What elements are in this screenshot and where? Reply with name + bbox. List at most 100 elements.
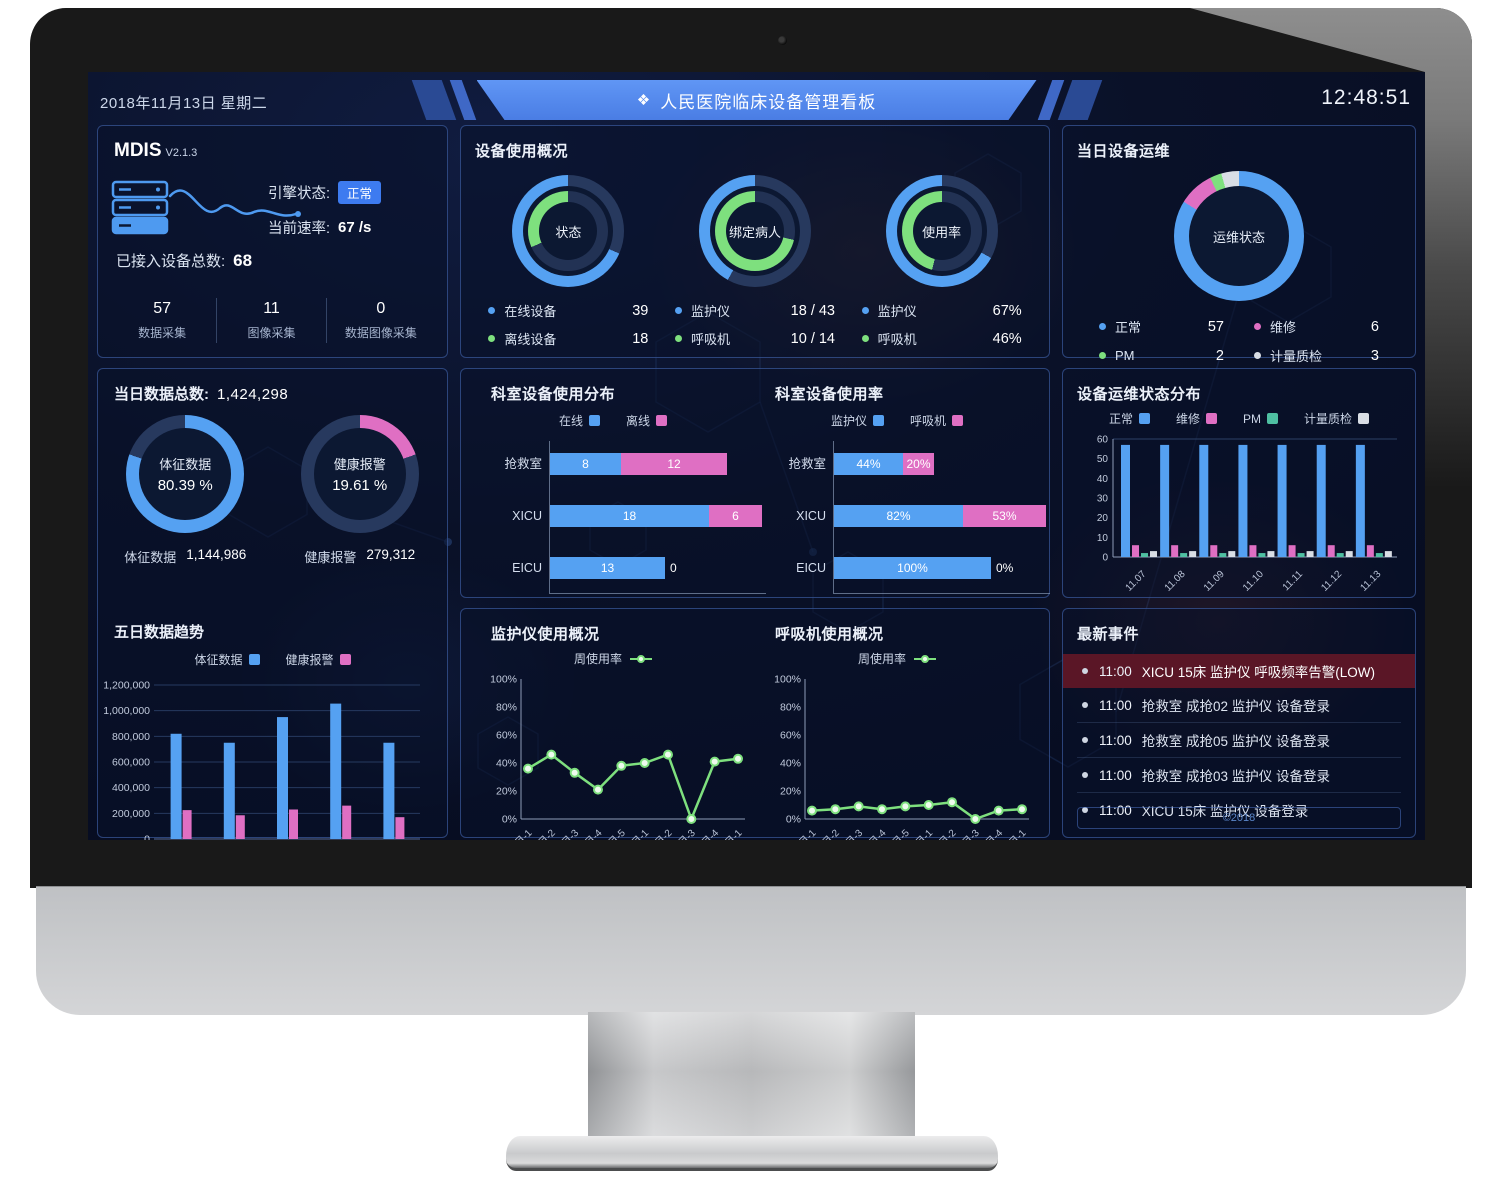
event-time: 11:00 [1099, 732, 1132, 748]
x-tick-label: 11.07 [1124, 568, 1149, 593]
bar [1171, 545, 1179, 557]
panel-usage-overview: 设备使用概况 状态 在线设备 39 离线设备 18 绑定病人 监护仪 18 / 43 呼吸机 10… [460, 125, 1050, 358]
legend-item: PM [1243, 412, 1278, 426]
legend-value: 67% [992, 302, 1022, 319]
y-tick-label: 20% [780, 786, 801, 798]
bar-segment: 12 [621, 453, 727, 475]
chart-legend: 周使用率 [477, 650, 749, 667]
bar-plot: 抢救室 8 12 XICU 18 6 EICU 13 0 [504, 441, 766, 594]
category-label: XICU [796, 509, 826, 523]
event-dot [1082, 668, 1088, 674]
dept-distribution-chart: 科室设备使用分布 在线 离线 抢救室 8 12 XICU 18 6 EICU 13 0 [471, 383, 766, 594]
legend-item: 监护仪 18 / 43 [675, 301, 835, 320]
zero-value-label: 0% [996, 561, 1014, 575]
line-point [523, 763, 533, 774]
footer-value: 279,312 [366, 547, 416, 562]
bar [383, 742, 395, 839]
line-point [853, 801, 864, 812]
usage-donut-group: 使用率 监护仪 67% 呼吸机 46% [848, 167, 1035, 357]
panel-ops-status-dist: 设备运维状态分布 正常 维修 PM 计量质检 0 10 20 30 40 50 60 11.07 11… [1062, 368, 1416, 598]
panel-title: 呼吸机使用概况 [775, 626, 884, 643]
x-tick-label: 11月-1 [999, 827, 1028, 840]
legend-swatch [1206, 413, 1217, 424]
event-row: 11:00 抢救室 成抢02 监护仪 设备登录 [1077, 688, 1401, 722]
legend-item: 体征数据 [194, 651, 260, 668]
bar-plot: 抢救室 44% 20% XICU 82% 53% EICU 100% 0% [788, 441, 1050, 594]
y-tick-label: 60% [496, 730, 517, 742]
bar [1327, 545, 1335, 557]
bar-segment: 53% [963, 505, 1046, 527]
line-marker-icon [914, 654, 936, 663]
legend-item: 呼吸机 [910, 412, 964, 429]
panel-today-data: 当日数据总数: 1,424,298 体征数据 80.39 % 体征数据 1,144,98… [97, 368, 448, 840]
ops-legend: 正常 57 维修 6 PM 2 计量质检 3 [1099, 317, 1379, 365]
panel-title: 监护仪使用概况 [491, 626, 600, 643]
donut-center-line1: 健康报警 [333, 457, 386, 472]
legend-item: 正常 [1109, 410, 1150, 427]
bar [342, 805, 352, 839]
line-marker-icon [630, 654, 652, 663]
x-tick-label: 10月-1 [621, 827, 651, 840]
panel-title: 最新事件 [1077, 626, 1140, 643]
panel-mdis: MDIS V2.1.3 引擎状态: [97, 125, 448, 358]
bar [1306, 551, 1314, 557]
bar [223, 742, 235, 839]
legend-value: 46% [992, 330, 1022, 347]
legend-item: 离线设备 18 [488, 329, 648, 348]
legend-label: 呼吸机 [877, 332, 917, 347]
bar-row: 抢救室 8 12 [504, 453, 766, 475]
legend-dot [675, 307, 682, 314]
x-tick-label: 11.08 [1163, 568, 1188, 593]
legend-label: 呼吸机 [691, 332, 731, 347]
bar [1288, 545, 1296, 557]
legend-dot [1254, 323, 1261, 330]
legend-swatch [589, 415, 600, 426]
y-tick-label: 0% [786, 814, 801, 826]
panel-title: 当日设备运维 [1077, 143, 1171, 160]
y-tick-label: 1,200,000 [104, 680, 150, 692]
line-chart-svg: 0%20%40%60%80%100%9月-19月-29月-39月-49月-510… [774, 674, 1029, 840]
bar [1277, 444, 1287, 557]
event-time: 11:00 [1099, 663, 1132, 679]
rate-row: 当前速率: 67 /s [268, 217, 381, 238]
x-tick-label: 10月-4 [691, 827, 721, 840]
y-tick-label: 50 [1097, 454, 1109, 465]
dashboard-title-banner: ❖ 人民医院临床设备管理看板 [476, 80, 1037, 120]
stat-image-capture: 11 图像采集 [216, 298, 325, 343]
bar [1132, 545, 1139, 557]
bar [1199, 444, 1209, 557]
bar [1316, 444, 1326, 557]
legend-swatch [248, 654, 260, 665]
engine-status-block: 引擎状态: 正常 当前速率: 67 /s [268, 181, 382, 251]
bar [395, 817, 405, 839]
x-tick-label: 9月-5 [602, 827, 628, 840]
stat-data-capture: 57 数据采集 [138, 300, 187, 340]
donut-center-label: 状态 [555, 224, 582, 240]
donut-footer: 健康报警 279,312 [285, 547, 435, 566]
y-tick-label: 40% [780, 758, 801, 770]
panel-latest-events: 最新事件 11:00 XICU 15床 监护仪 呼吸频率告警(LOW) 11:00 抢… [1062, 608, 1416, 838]
bar [170, 733, 182, 839]
legend-dot [488, 307, 496, 314]
chart-legend: 监护仪 呼吸机 [761, 412, 1033, 429]
x-tick-label: 9月-3 [555, 827, 581, 840]
usage-donut-group: 状态 在线设备 39 离线设备 18 [475, 167, 662, 357]
legend-label: 周使用率 [857, 652, 906, 666]
panel-title: 设备运维状态分布 [1077, 386, 1202, 403]
x-tick-label: 11.12 [1319, 568, 1344, 593]
copyright-footer: ©2018 [1077, 807, 1401, 829]
legend-dot [861, 335, 869, 342]
x-tick-label: 11月-1 [715, 827, 744, 840]
x-tick-label: 10月-2 [929, 827, 959, 840]
dashboard-screen: 2018年11月13日 星期二 ❖ 人民医院临床设备管理看板 12:48:51 … [88, 72, 1425, 840]
y-tick-label: 0 [1102, 553, 1108, 564]
bar [1219, 553, 1227, 557]
stat-data-image-capture: 0 数据图像采集 [325, 298, 435, 343]
data-donut-group: 体征数据 80.39 % 体征数据 1,144,986 [110, 415, 260, 566]
legend-item: 监护仪 [831, 412, 884, 429]
donut-center-label: 绑定病人 [728, 224, 781, 240]
line-point [733, 753, 743, 764]
bar-row: XICU 82% 53% [796, 505, 1050, 527]
today-data-total: 1,424,298 [217, 386, 289, 403]
rate-label: 当前速率: [268, 221, 331, 237]
